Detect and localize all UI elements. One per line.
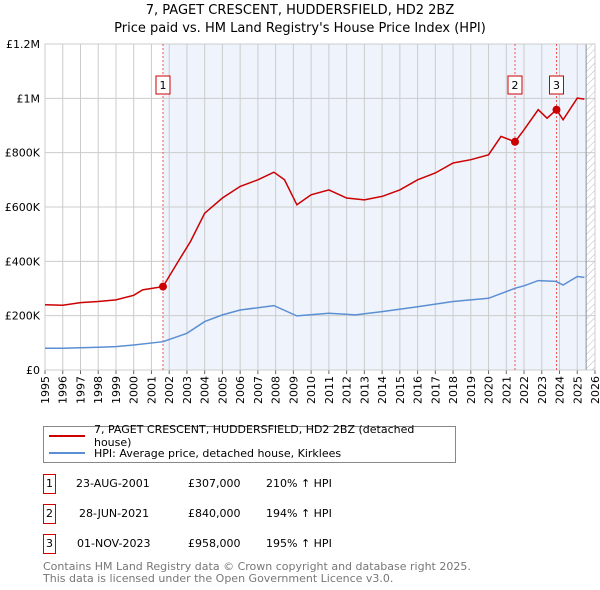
sale-hpi: 210% ↑ HPI bbox=[266, 477, 332, 490]
sale-date: 01-NOV-2023 bbox=[77, 537, 151, 550]
sale-hpi: 194% ↑ HPI bbox=[266, 507, 332, 520]
sale-label: 1 bbox=[159, 79, 166, 92]
x-tick-label: 2019 bbox=[465, 376, 478, 404]
plot-border bbox=[44, 43, 596, 371]
x-tick-label: 2011 bbox=[323, 376, 336, 404]
x-tick-label: 2009 bbox=[287, 376, 300, 404]
sale-hpi: 195% ↑ HPI bbox=[266, 537, 332, 550]
x-tick-label: 1996 bbox=[57, 376, 70, 404]
y-tick-label: £800K bbox=[5, 147, 41, 160]
x-tick-label: 2006 bbox=[234, 376, 247, 404]
sale-label-box bbox=[549, 75, 564, 95]
x-tick-label: 2015 bbox=[394, 376, 407, 404]
y-tick-label: £600K bbox=[5, 201, 41, 214]
legend: 7, PAGET CRESCENT, HUDDERSFIELD, HD2 2BZ… bbox=[43, 423, 456, 463]
x-tick-label: 2016 bbox=[412, 376, 425, 404]
x-tick-label: 2017 bbox=[429, 376, 442, 404]
x-tick-label: 1999 bbox=[110, 376, 123, 404]
sale-price: £840,000 bbox=[188, 507, 241, 520]
legend-blue-swatch bbox=[49, 452, 85, 454]
x-tick-label: 2012 bbox=[341, 376, 354, 404]
sale-number: 3 bbox=[43, 534, 56, 554]
price-chart: 1995 1996 1997 1998 1999 2000 2001 2002 2003 2004… bbox=[5, 38, 600, 404]
property-price-line bbox=[44, 97, 585, 307]
x-tick-label: 2018 bbox=[447, 376, 460, 404]
x-tick-label: 2020 bbox=[483, 376, 496, 404]
sale-price: £307,000 bbox=[188, 477, 241, 490]
sale-point bbox=[158, 282, 167, 291]
x-tick-label: 2005 bbox=[216, 376, 229, 404]
sale-label-box bbox=[155, 75, 171, 95]
x-tick-label: 2024 bbox=[554, 376, 567, 404]
sale-price: £958,000 bbox=[188, 537, 241, 550]
sale-label: 2 bbox=[511, 79, 518, 92]
hpi-line bbox=[45, 275, 585, 350]
footer-copyright: Contains HM Land Registry data © Crown c… bbox=[43, 560, 471, 573]
y-tick-label: £200K bbox=[5, 310, 41, 323]
y-tick-label: £1.2M bbox=[6, 38, 40, 51]
x-tick-label: 1995 bbox=[39, 376, 52, 404]
x-tick-label: 2004 bbox=[199, 376, 212, 404]
sale-point bbox=[552, 105, 561, 114]
x-tick-label: 2007 bbox=[252, 376, 265, 404]
x-tick-label: 2021 bbox=[500, 376, 513, 404]
x-tick-label: 2000 bbox=[128, 376, 141, 404]
x-tick-label: 1997 bbox=[74, 376, 87, 404]
x-tick-label: 1998 bbox=[92, 376, 105, 404]
sale-date: 28-JUN-2021 bbox=[79, 507, 150, 520]
footer-licence: This data is licensed under the Open Gov… bbox=[43, 572, 394, 585]
x-tick-label: 2014 bbox=[376, 376, 389, 404]
x-tick-label: 2026 bbox=[589, 376, 600, 404]
sale-label: 3 bbox=[553, 79, 560, 92]
x-tick-label: 2010 bbox=[305, 376, 318, 404]
y-tick-label: £1M bbox=[17, 92, 41, 105]
x-tick-label: 2001 bbox=[145, 376, 158, 404]
x-tick-label: 2013 bbox=[358, 376, 371, 404]
sale-number: 2 bbox=[43, 504, 56, 524]
y-tick-label: £400K bbox=[5, 255, 41, 268]
sale-number: 1 bbox=[43, 474, 56, 494]
x-tick-label: 2025 bbox=[571, 376, 584, 404]
chart-subtitle: Price paid vs. HM Land Registry's House … bbox=[114, 21, 486, 36]
sale-date: 23-AUG-2001 bbox=[76, 477, 150, 490]
x-tick-label: 2003 bbox=[181, 376, 194, 404]
y-tick-label: £0 bbox=[26, 364, 40, 377]
legend-property: 7, PAGET CRESCENT, HUDDERSFIELD, HD2 2BZ… bbox=[93, 423, 415, 449]
chart-title: 7, PAGET CRESCENT, HUDDERSFIELD, HD2 2BZ bbox=[145, 3, 455, 18]
x-tick-label: 2008 bbox=[270, 376, 283, 404]
x-tick-label: 2002 bbox=[163, 376, 176, 404]
sale-point bbox=[510, 137, 519, 146]
x-tick-label: 2022 bbox=[518, 376, 531, 404]
footer: Contains HM Land Registry data © Crown c… bbox=[43, 561, 471, 585]
legend-red-swatch bbox=[49, 435, 85, 437]
legend-hpi: HPI: Average price, detached house, Kirk… bbox=[94, 446, 342, 460]
sale-label-box bbox=[507, 75, 523, 95]
x-tick-label: 2023 bbox=[536, 376, 549, 404]
